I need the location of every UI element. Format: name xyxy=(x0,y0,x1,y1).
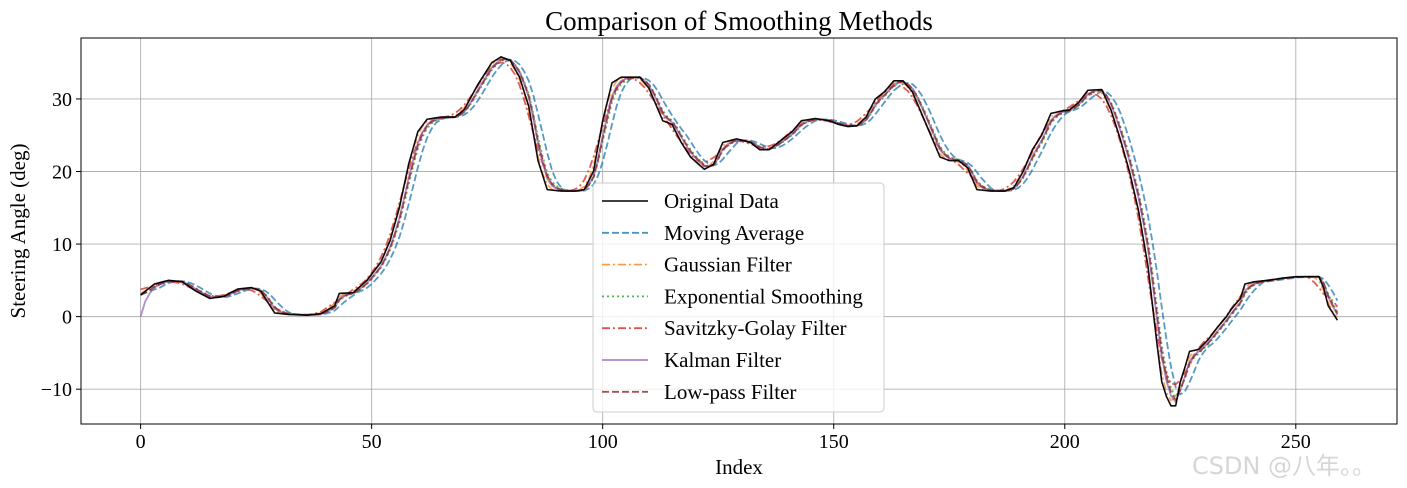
plot-area-frame xyxy=(80,37,1398,425)
x-tick-label: 50 xyxy=(362,431,382,453)
x-tick-label: 250 xyxy=(1281,431,1311,453)
legend-label: Moving Average xyxy=(664,221,804,245)
watermark: CSDN @八年。。 xyxy=(1192,452,1377,480)
legend: Original Data Moving Average Gaussian Filt… xyxy=(592,182,885,413)
axis-ticks: 0 50 100 150 200 250 −10 0 10 20 30 xyxy=(41,89,1311,453)
y-axis-label: Steering Angle (deg) xyxy=(6,144,30,319)
legend-label: Exponential Smoothing xyxy=(664,284,863,308)
legend-entry: Kalman Filter xyxy=(602,348,781,372)
y-tick-label: −10 xyxy=(41,379,72,401)
legend-label: Kalman Filter xyxy=(664,348,781,372)
legend-label: Savitzky-Golay Filter xyxy=(664,316,847,340)
legend-entry: Moving Average xyxy=(602,221,804,245)
y-tick-label: 20 xyxy=(52,162,72,184)
legend-entry: Low-pass Filter xyxy=(602,380,796,404)
legend-label: Gaussian Filter xyxy=(664,253,792,277)
legend-entry: Exponential Smoothing xyxy=(602,284,863,308)
legend-label: Low-pass Filter xyxy=(664,380,796,404)
x-tick-label: 100 xyxy=(588,431,618,453)
y-tick-label: 0 xyxy=(62,307,72,329)
chart-title: Comparison of Smoothing Methods xyxy=(545,6,933,36)
legend-entry: Savitzky-Golay Filter xyxy=(602,316,847,340)
legend-label: Original Data xyxy=(664,189,780,213)
series-line-moving-average xyxy=(140,58,1339,396)
legend-entry: Gaussian Filter xyxy=(602,253,792,277)
legend-entry: Original Data xyxy=(602,189,780,213)
x-axis-label: Index xyxy=(715,455,763,479)
series-line-original-data xyxy=(140,56,1339,407)
x-tick-label: 0 xyxy=(136,431,146,453)
legend-box xyxy=(592,182,885,413)
y-tick-label: 10 xyxy=(52,234,72,256)
x-tick-label: 150 xyxy=(819,431,849,453)
y-tick-label: 30 xyxy=(52,89,72,111)
x-tick-label: 200 xyxy=(1050,431,1080,453)
series-line-low-pass-filter xyxy=(140,58,1339,401)
plot-lines xyxy=(139,56,1339,407)
